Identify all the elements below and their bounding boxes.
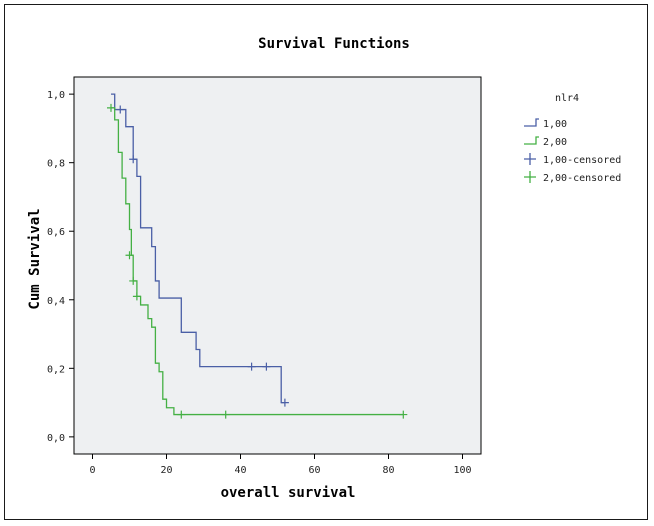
legend-entry-label: 1,00-censored (543, 155, 621, 166)
series-2-censored-mark (125, 251, 134, 260)
series-layer (107, 93, 408, 419)
chart-frame: Survival Functions 0 20 40 60 80 100 0,0 0,2 0,… (4, 4, 648, 520)
series-1-censored-mark (116, 105, 125, 114)
legend-entry-label: 2,00-censored (543, 173, 621, 184)
y-axis: 0,0 0,2 0,4 0,6 0,8 1,0 (47, 90, 74, 444)
series-2-censored-mark (129, 276, 138, 285)
series-2-censored-mark (132, 292, 141, 301)
y-tick-label: 0,4 (47, 296, 65, 307)
survival-chart: Survival Functions 0 20 40 60 80 100 0,00,20,… (27, 36, 621, 501)
series-1-censored-mark (262, 362, 271, 371)
series-2-censored-mark (177, 410, 186, 419)
x-axis-title: overall survival (221, 485, 356, 501)
legend-entry-label: 2,00 (543, 137, 567, 148)
series-1-censored-mark (280, 398, 289, 407)
x-tick-label: 40 (234, 465, 246, 476)
y-tick-label: 0,2 (47, 364, 65, 375)
y-tick-label: 0,8 (47, 159, 65, 170)
legend-title: nlr4 (555, 93, 579, 104)
series-1-censored-mark (129, 155, 138, 164)
legend-1-00-censored-symbol (524, 153, 536, 165)
legend: nlr4 1,00 2,00 1,00-censored 2,00-censored (524, 93, 621, 184)
x-tick-label: 0 (89, 465, 95, 476)
y-tick-label: 0,6 (47, 227, 65, 238)
y-tick-label: 1,0 (47, 90, 65, 101)
x-tick-label: 60 (308, 465, 320, 476)
y-axis-title: Cum Survival (27, 208, 43, 309)
legend-1-00-symbol (524, 118, 539, 127)
y-tick-label: 0,0 (47, 433, 65, 444)
legend-2-00-symbol (524, 136, 539, 145)
plot-area (73, 76, 482, 455)
legend-2-00-censored-symbol (524, 171, 536, 183)
series-1-line (111, 93, 285, 404)
series-1-censored-mark (247, 362, 256, 371)
chart-title: Survival Functions (258, 36, 410, 52)
series-2-censored-mark (221, 410, 230, 419)
x-tick-label: 20 (160, 465, 172, 476)
legend-entry-label: 1,00 (543, 119, 567, 130)
series-2-censored-mark (399, 410, 408, 419)
x-tick-label: 80 (382, 465, 394, 476)
x-tick-label: 100 (453, 465, 471, 476)
series-2-censored-mark (107, 103, 115, 112)
x-axis: 0 20 40 60 80 100 (89, 454, 472, 476)
